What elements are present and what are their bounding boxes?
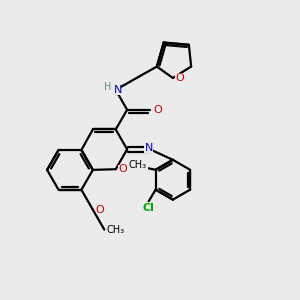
Text: N: N: [145, 143, 153, 153]
Text: Cl: Cl: [143, 203, 155, 213]
FancyBboxPatch shape: [96, 205, 105, 214]
Text: O: O: [118, 164, 127, 174]
Text: O: O: [153, 105, 162, 115]
FancyBboxPatch shape: [101, 85, 122, 95]
FancyBboxPatch shape: [128, 160, 148, 170]
Text: CH₃: CH₃: [129, 160, 147, 170]
Text: CH₃: CH₃: [106, 225, 125, 235]
FancyBboxPatch shape: [144, 144, 153, 153]
FancyBboxPatch shape: [118, 165, 127, 174]
Text: O: O: [175, 73, 184, 83]
Text: H: H: [104, 82, 111, 92]
Text: N: N: [114, 85, 122, 95]
FancyBboxPatch shape: [142, 204, 155, 213]
FancyBboxPatch shape: [153, 105, 162, 114]
Text: O: O: [96, 205, 104, 215]
FancyBboxPatch shape: [106, 225, 125, 234]
FancyBboxPatch shape: [175, 74, 184, 82]
